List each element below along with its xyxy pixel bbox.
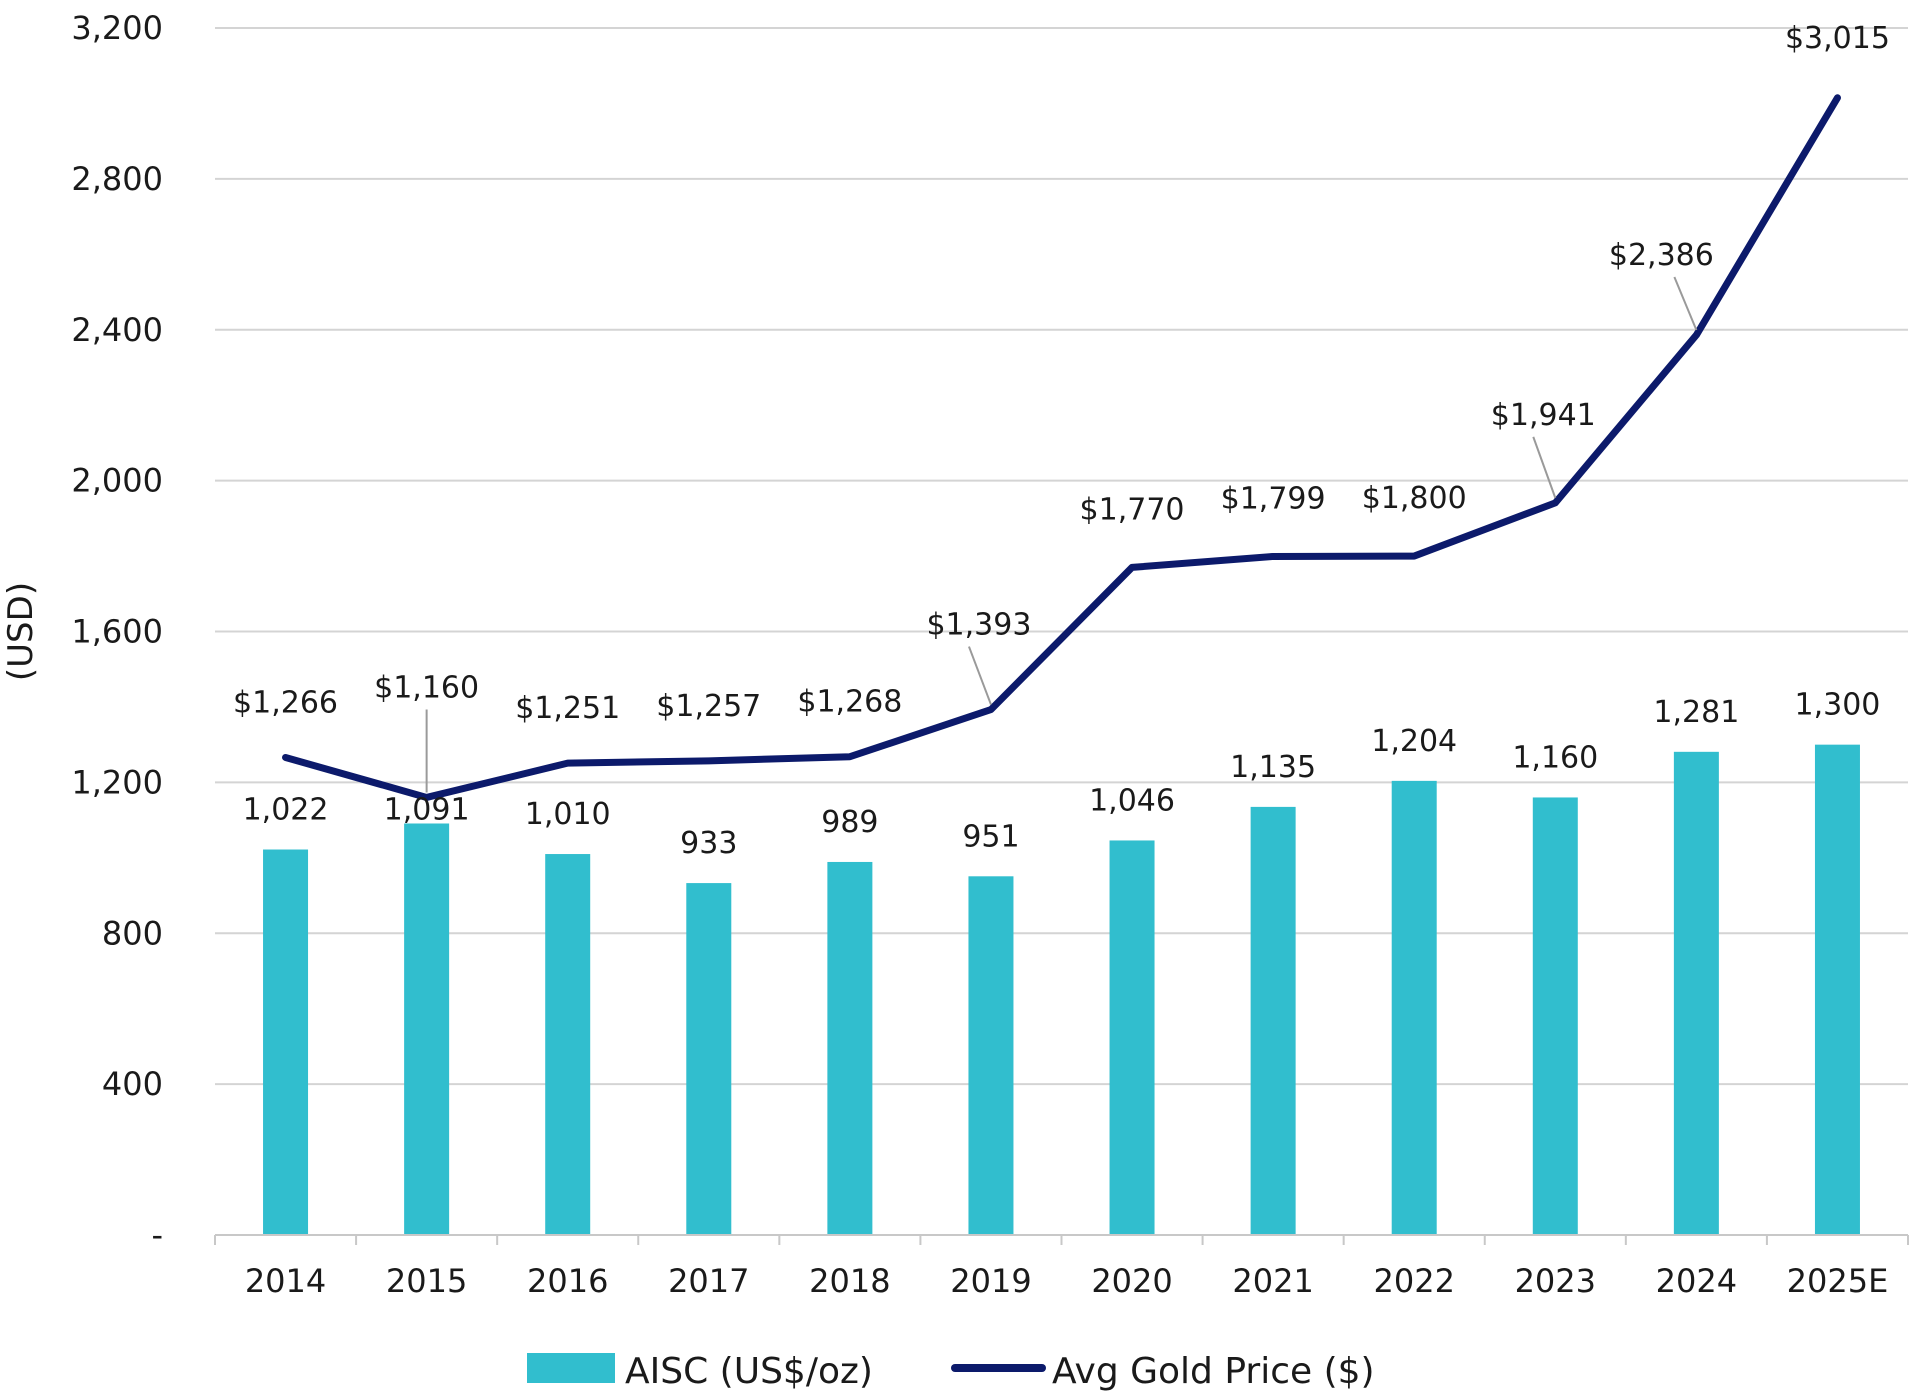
bar-value-label: 1,022	[243, 793, 329, 828]
y-tick-label: -	[151, 1216, 163, 1254]
line-value-label: $1,160	[374, 670, 479, 705]
y-tick-label: 800	[102, 914, 163, 952]
line-value-label: $3,015	[1785, 21, 1890, 56]
x-tick-label: 2016	[527, 1262, 608, 1300]
line-layer	[282, 94, 1841, 801]
bar-value-label: 1,046	[1089, 783, 1175, 818]
line-value-label: $1,770	[1080, 492, 1185, 527]
bar-value-label: 1,091	[384, 792, 470, 827]
x-tick-label: 2017	[668, 1262, 749, 1300]
label-leader-line	[968, 646, 992, 705]
bar-value-label: 1,281	[1653, 695, 1739, 730]
bar-aisc-2018	[827, 861, 873, 1235]
line-value-label: $1,941	[1491, 398, 1596, 433]
axis-layer: - 400 800 1,200 1,600 2,000 2,400 2,800 3,200 (US…	[1, 9, 1909, 1300]
legend-swatch-aisc	[527, 1353, 615, 1383]
line-value-label: $2,386	[1609, 238, 1714, 273]
y-tick-label: 3,200	[71, 9, 163, 47]
bar-aisc-2020	[1109, 840, 1155, 1235]
line-value-label: $1,268	[797, 685, 902, 720]
bar-value-label: 1,204	[1371, 724, 1457, 759]
y-tick-label: 2,000	[71, 462, 163, 500]
x-tick-label: 2025E	[1787, 1262, 1889, 1300]
line-value-label: $1,800	[1362, 481, 1467, 516]
y-tick-label: 400	[102, 1065, 163, 1103]
bar-value-label: 1,160	[1512, 740, 1598, 775]
y-tick-label: 2,400	[71, 311, 163, 349]
line-value-label: $1,266	[233, 685, 338, 720]
label-layer: 1,022 1,091 1,010 933 989 951 1,046 1,135 1,204 1…	[233, 21, 1890, 861]
bar-value-label: 1,010	[525, 797, 611, 832]
x-tick-label: 2022	[1373, 1262, 1454, 1300]
bar-value-label: 1,300	[1795, 688, 1881, 723]
line-value-label: $1,257	[656, 689, 761, 724]
bar-aisc-2022	[1391, 780, 1437, 1235]
line-value-label: $1,251	[515, 691, 620, 726]
x-tick-label: 2015	[386, 1262, 467, 1300]
x-tick-label: 2018	[809, 1262, 890, 1300]
y-tick-label: 1,600	[71, 613, 163, 651]
bar-value-label: 1,135	[1230, 750, 1316, 785]
bar-aisc-2021	[1250, 806, 1296, 1235]
bar-value-label: 951	[962, 819, 1019, 854]
x-tick-label: 2020	[1091, 1262, 1172, 1300]
bar-aisc-2017	[686, 883, 732, 1235]
bar-value-label: 933	[680, 826, 737, 861]
x-tick-label: 2024	[1656, 1262, 1737, 1300]
legend-layer: AISC (US$/oz) Avg Gold Price ($)	[527, 1351, 1375, 1392]
line-value-label: $1,393	[926, 608, 1031, 643]
y-tick-label: 2,800	[71, 160, 163, 198]
line-value-label: $1,799	[1221, 481, 1326, 516]
label-leader-line	[1673, 276, 1698, 331]
bar-value-label: 989	[821, 805, 878, 840]
x-tick-label: 2014	[245, 1262, 326, 1300]
legend-label-gold: Avg Gold Price ($)	[1052, 1351, 1375, 1392]
y-axis-title: (USD)	[1, 582, 41, 681]
x-tick-label: 2019	[950, 1262, 1031, 1300]
bar-aisc-2023	[1532, 797, 1578, 1235]
bar-aisc-2025E	[1814, 744, 1860, 1235]
grid-layer	[215, 27, 1908, 1086]
label-leader-line	[1532, 436, 1557, 499]
legend-label-aisc: AISC (US$/oz)	[625, 1351, 873, 1392]
bar-aisc-2024	[1673, 751, 1719, 1235]
bar-aisc-2015	[404, 823, 450, 1235]
x-tick-label: 2021	[1232, 1262, 1313, 1300]
x-tick-label: 2023	[1515, 1262, 1596, 1300]
bar-layer	[263, 744, 1860, 1235]
bar-aisc-2016	[545, 854, 591, 1235]
gold-price-line	[282, 94, 1841, 801]
y-tick-label: 1,200	[71, 763, 163, 801]
bar-aisc-2019	[968, 876, 1014, 1235]
bar-aisc-2014	[263, 849, 309, 1235]
